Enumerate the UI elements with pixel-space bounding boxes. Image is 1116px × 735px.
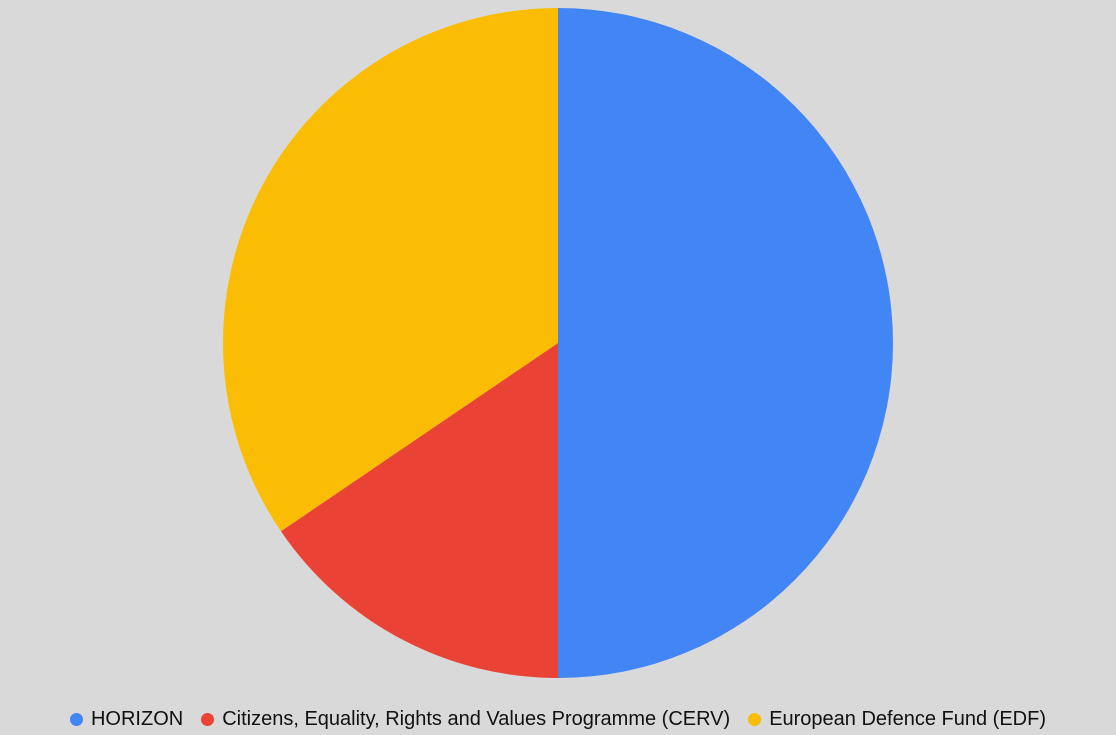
legend-item: Citizens, Equality, Rights and Values Pr… [201, 708, 730, 731]
legend-swatch [748, 712, 762, 726]
legend-swatch [69, 712, 83, 726]
legend-item: HORIZON [69, 707, 184, 731]
legend-swatch [201, 712, 215, 726]
legend-item: European Defence Fund (EDF) [748, 708, 1046, 731]
legend-label: Citizens, Equality, Rights and Values Pr… [222, 707, 731, 730]
pie-slice-horizon [558, 8, 893, 678]
chart-legend: HORIZON Citizens, Equality, Rights and Va… [0, 705, 1116, 733]
pie-slice-citizens-equality-rights-and-values-programme-cerv [280, 343, 558, 678]
legend-label: HORIZON [90, 707, 184, 730]
pie-slice-european-defence-fund-edf [223, 8, 558, 532]
legend-label: European Defence Fund (EDF) [769, 707, 1046, 730]
pie-plot-area [223, 8, 893, 678]
